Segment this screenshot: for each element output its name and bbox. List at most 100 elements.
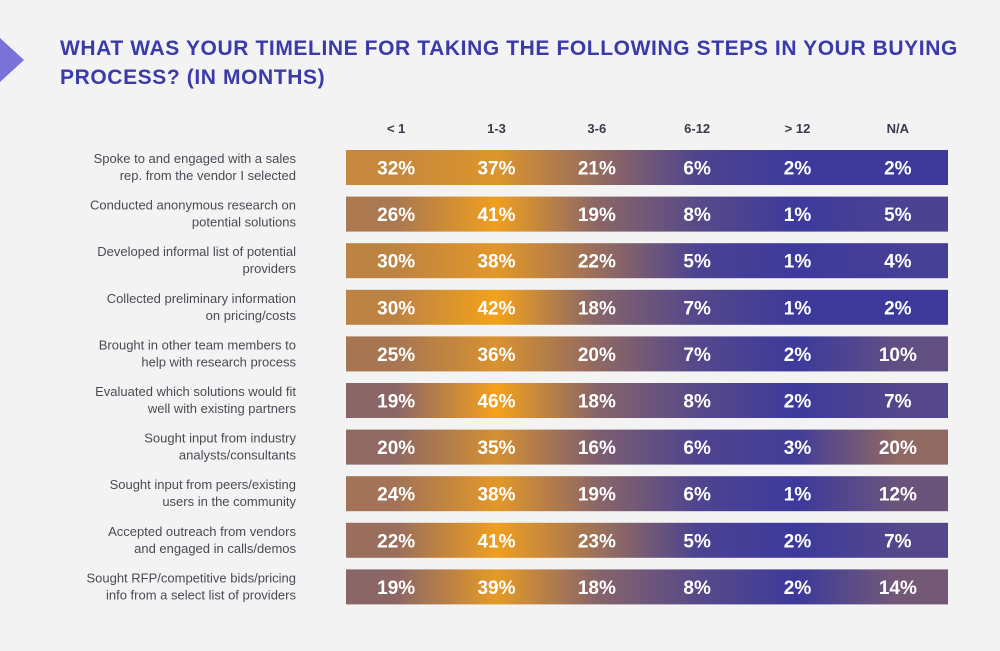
heatmap-row: Sought input from peers/existing users in…: [110, 476, 948, 512]
cell-value: 32%: [377, 159, 415, 180]
heatmap-row: Developed informal list of potential prov…: [97, 243, 948, 279]
heatmap-bar: [346, 289, 948, 325]
cell-value: 2%: [884, 159, 912, 180]
cell-value: 8%: [683, 392, 711, 413]
cell-value: 26%: [377, 205, 415, 226]
heatmap-bar: [346, 243, 948, 279]
heatmap-bar: [346, 383, 948, 418]
cell-value: 19%: [578, 485, 616, 506]
cell-value: 4%: [884, 252, 912, 273]
heatmap-row: Brought in other team members to help wit…: [99, 336, 948, 372]
cell-value: 37%: [477, 159, 515, 180]
row-label: Collected preliminary information on pric…: [107, 291, 297, 323]
cell-value: 12%: [879, 485, 917, 506]
column-header: < 1: [387, 121, 405, 136]
cell-value: 7%: [884, 392, 912, 413]
row-label: Sought input from peers/existing users in…: [110, 477, 297, 509]
cell-value: 1%: [784, 485, 812, 506]
row-label: Sought RFP/competitive bids/pricing info …: [86, 570, 296, 602]
cell-value: 38%: [477, 485, 515, 506]
cell-value: 20%: [578, 345, 616, 366]
cell-value: 19%: [377, 392, 415, 413]
row-label: Sought input from industry analysts/consu…: [144, 431, 296, 463]
cell-value: 36%: [477, 345, 515, 366]
cell-value: 41%: [477, 531, 515, 552]
column-header: 3-6: [587, 121, 606, 136]
cell-value: 20%: [879, 438, 917, 459]
cell-value: 18%: [578, 392, 616, 413]
heatmap-row: Evaluated which solutions would fit well …: [95, 383, 948, 418]
cell-value: 10%: [879, 345, 917, 366]
heatmap-bar: [346, 336, 948, 372]
cell-value: 5%: [683, 531, 711, 552]
cell-value: 30%: [377, 298, 415, 319]
cell-value: 5%: [683, 252, 711, 273]
heatmap-row: Collected preliminary information on pric…: [107, 289, 948, 325]
cell-value: 19%: [377, 578, 415, 599]
cell-value: 2%: [784, 345, 812, 366]
cell-value: 30%: [377, 252, 415, 273]
cell-value: 2%: [784, 392, 812, 413]
accent-triangle-icon: [0, 38, 24, 82]
row-label: Evaluated which solutions would fit well …: [95, 384, 296, 416]
cell-value: 5%: [884, 205, 912, 226]
row-label: Conducted anonymous research on potential…: [90, 198, 296, 230]
column-header: N/A: [887, 121, 910, 136]
cell-value: 1%: [784, 252, 812, 273]
cell-value: 7%: [683, 298, 711, 319]
cell-value: 25%: [377, 345, 415, 366]
heatmap-bar: [346, 476, 948, 512]
chart-title: WHAT WAS YOUR TIMELINE FOR TAKING THE FO…: [60, 37, 958, 89]
cell-value: 22%: [578, 252, 616, 273]
cell-value: 14%: [879, 578, 917, 599]
cell-value: 2%: [784, 578, 812, 599]
cell-value: 3%: [784, 438, 812, 459]
cell-value: 6%: [683, 438, 711, 459]
cell-value: 2%: [784, 531, 812, 552]
cell-value: 16%: [578, 438, 616, 459]
cell-value: 39%: [477, 578, 515, 599]
cell-value: 19%: [578, 205, 616, 226]
cell-value: 6%: [683, 485, 711, 506]
row-label: Accepted outreach from vendors and engage…: [108, 524, 296, 556]
cell-value: 18%: [578, 298, 616, 319]
row-label: Developed informal list of potential prov…: [97, 244, 296, 276]
column-header: > 12: [785, 121, 811, 136]
cell-value: 41%: [477, 205, 515, 226]
heatmap-bar: [346, 522, 948, 558]
heatmap-row: Accepted outreach from vendors and engage…: [108, 522, 948, 558]
heatmap-row: Spoke to and engaged with a sales rep. fr…: [94, 150, 948, 185]
heatmap-rows: Spoke to and engaged with a sales rep. fr…: [86, 150, 948, 605]
cell-value: 20%: [377, 438, 415, 459]
cell-value: 2%: [884, 298, 912, 319]
cell-value: 21%: [578, 159, 616, 180]
cell-value: 18%: [578, 578, 616, 599]
cell-value: 1%: [784, 205, 812, 226]
cell-value: 23%: [578, 531, 616, 552]
row-label: Spoke to and engaged with a sales rep. fr…: [94, 151, 297, 183]
cell-value: 1%: [784, 298, 812, 319]
cell-value: 8%: [683, 578, 711, 599]
heatmap-bar: [346, 196, 948, 232]
column-header: 6-12: [684, 121, 710, 136]
cell-value: 46%: [477, 392, 515, 413]
cell-value: 22%: [377, 531, 415, 552]
cell-value: 7%: [683, 345, 711, 366]
heatmap-bar: [346, 150, 948, 185]
column-header: 1-3: [487, 121, 506, 136]
cell-value: 6%: [683, 159, 711, 180]
column-headers: < 1 1-3 3-6 6-12 > 12 N/A: [387, 121, 910, 136]
cell-value: 24%: [377, 485, 415, 506]
cell-value: 38%: [477, 252, 515, 273]
cell-value: 8%: [683, 205, 711, 226]
heatmap-row: Sought input from industry analysts/consu…: [144, 429, 948, 465]
row-label: Brought in other team members to help wit…: [99, 337, 297, 369]
cell-value: 35%: [477, 438, 515, 459]
cell-value: 2%: [784, 159, 812, 180]
heatmap-row: Sought RFP/competitive bids/pricing info …: [86, 569, 948, 605]
cell-value: 7%: [884, 531, 912, 552]
cell-value: 42%: [477, 298, 515, 319]
heatmap-row: Conducted anonymous research on potential…: [90, 196, 948, 232]
heatmap-bar: [346, 569, 948, 605]
